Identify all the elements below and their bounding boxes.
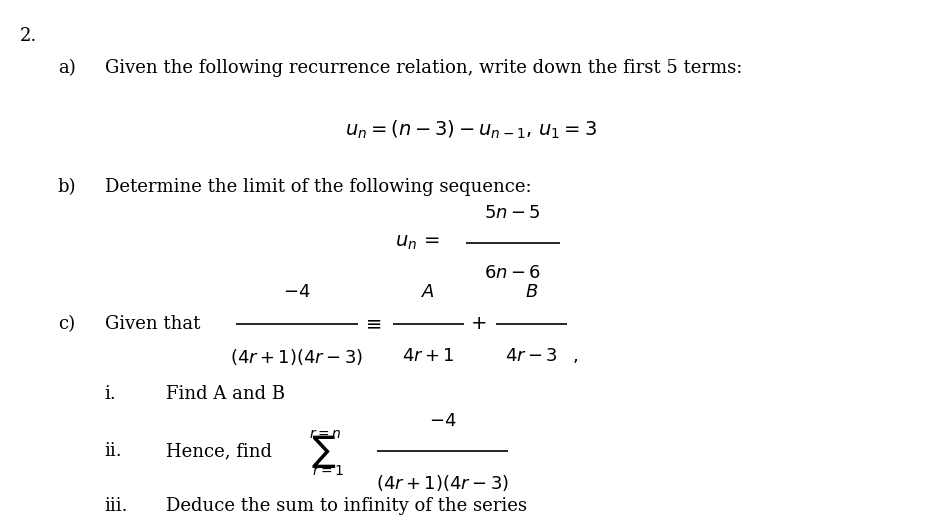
Text: $-4$: $-4$ — [428, 412, 456, 429]
Text: $(4r+1)(4r-3)$: $(4r+1)(4r-3)$ — [231, 347, 363, 367]
Text: Hence, find: Hence, find — [166, 442, 272, 460]
Text: $6n-6$: $6n-6$ — [484, 264, 541, 282]
Text: c): c) — [57, 315, 74, 333]
Text: Find A and B: Find A and B — [166, 385, 285, 403]
Text: $\equiv$: $\equiv$ — [362, 315, 382, 333]
Text: 2.: 2. — [20, 27, 38, 46]
Text: $,$: $,$ — [572, 347, 578, 366]
Text: $(4r+1)(4r-3)$: $(4r+1)(4r-3)$ — [375, 473, 509, 493]
Text: $B$: $B$ — [525, 282, 538, 301]
Text: $-4$: $-4$ — [283, 282, 311, 301]
Text: iii.: iii. — [104, 497, 128, 515]
Text: i.: i. — [104, 385, 117, 403]
Text: $5n-5$: $5n-5$ — [485, 204, 541, 222]
Text: b): b) — [57, 178, 76, 196]
Text: $4r-3$: $4r-3$ — [505, 347, 558, 366]
Text: Determine the limit of the following sequence:: Determine the limit of the following seq… — [104, 178, 532, 196]
Text: $u_n\, =$: $u_n\, =$ — [395, 234, 440, 253]
Text: Deduce the sum to infinity of the series: Deduce the sum to infinity of the series — [166, 497, 527, 515]
Text: $4r+1$: $4r+1$ — [402, 347, 455, 366]
Text: $A$: $A$ — [422, 282, 436, 301]
Text: a): a) — [57, 59, 75, 76]
Text: $u_n = (n - 3) - u_{n-1},\, u_1 = 3$: $u_n = (n - 3) - u_{n-1},\, u_1 = 3$ — [344, 118, 597, 141]
Text: $\sum$: $\sum$ — [311, 433, 336, 470]
Text: ii.: ii. — [104, 442, 122, 460]
Text: $r=n$: $r=n$ — [309, 427, 342, 441]
Text: $r=1$: $r=1$ — [311, 464, 344, 479]
Text: Given the following recurrence relation, write down the first 5 terms:: Given the following recurrence relation,… — [104, 59, 742, 76]
Text: Given that: Given that — [104, 315, 200, 333]
Text: $+$: $+$ — [470, 315, 486, 333]
